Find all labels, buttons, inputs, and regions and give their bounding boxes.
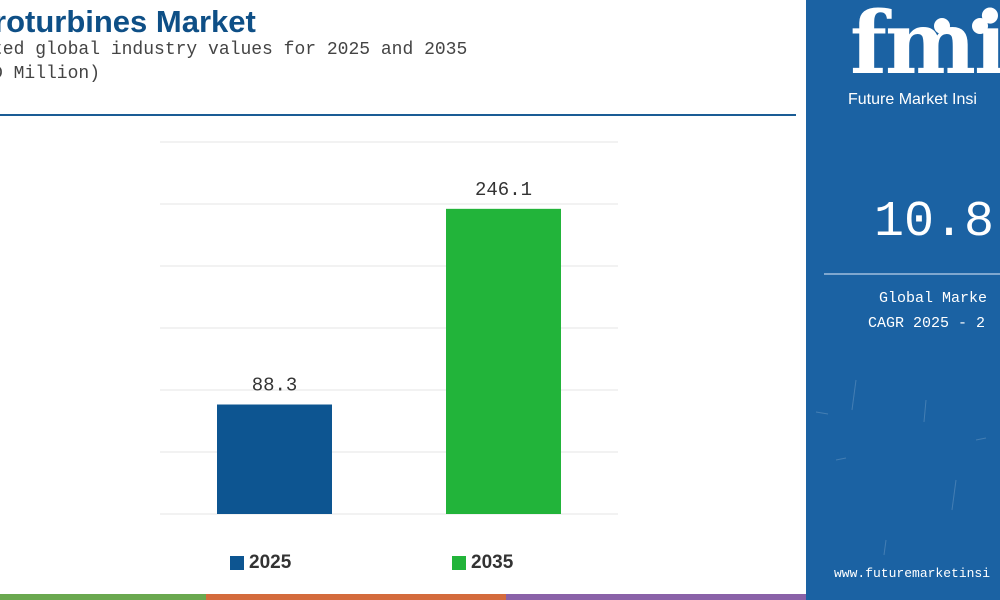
chart-subtitle: ted global industry values for 2025 and … [0,38,467,86]
cagr-value: 10.8 [874,194,995,251]
chart-title: roturbines Market [0,4,256,39]
subtitle-line-1: ted global industry values for 2025 and … [0,40,468,60]
bottom-color-strip [0,594,806,600]
bar-2025 [217,404,332,514]
side-panel: fmi Future Market Insi 10.8 Global Marke… [806,0,1000,600]
strip-segment [206,594,506,600]
panel-texture [815,379,987,556]
header-divider [0,114,796,116]
bar-2035 [446,208,561,514]
brand-name: Future Market Insi [848,91,977,108]
legend-swatch-2025 [230,556,244,570]
chart-legend: 2025 2035 [0,552,800,578]
strip-segment [0,594,206,600]
legend-swatch-2035 [452,556,466,570]
subtitle-line-2: D Million) [0,64,101,84]
data-label-2025: 88.3 [252,375,298,397]
panel-divider [824,273,1000,275]
website-url: www.futuremarketinsi [834,566,991,581]
cagr-label: Global Marke [879,290,988,307]
cagr-period: CAGR 2025 - 2 [868,315,986,332]
strip-segment [506,594,806,600]
data-label-2035: 246.1 [475,179,532,201]
legend-label-2025: 2025 [249,552,292,573]
bar-chart: 88.3 246.1 [160,141,618,515]
fmi-logo-icon: fmi [850,0,1000,94]
legend-item-2025: 2025 [230,552,291,574]
legend-label-2035: 2035 [471,552,514,573]
legend-item-2035: 2035 [452,552,513,574]
